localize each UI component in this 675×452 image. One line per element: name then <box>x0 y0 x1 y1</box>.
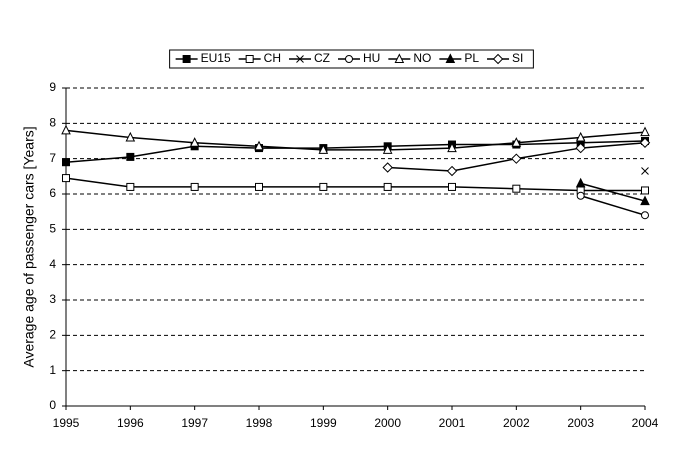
marker <box>394 53 405 63</box>
legend-item: CZ <box>289 51 330 65</box>
y-axis-label: Average age of passenger cars [Years] <box>21 126 37 367</box>
legend-label: PL <box>464 51 479 65</box>
x-tick-label: 1999 <box>310 416 337 430</box>
y-tick-label: 5 <box>49 222 56 236</box>
x-tick-label: 1997 <box>181 416 208 430</box>
y-tick-label: 6 <box>49 186 56 200</box>
legend-item: HU <box>338 51 380 65</box>
x-tick-label: 2002 <box>503 416 530 430</box>
point <box>318 144 329 154</box>
point <box>319 182 328 191</box>
point <box>639 137 651 148</box>
point <box>576 191 585 200</box>
point <box>575 131 586 142</box>
legend-label: HU <box>363 51 380 65</box>
marker <box>345 55 353 63</box>
series-line <box>65 129 646 151</box>
point <box>125 131 136 142</box>
y-tick-label: 8 <box>49 116 56 130</box>
point <box>190 182 199 191</box>
series-line <box>580 195 646 216</box>
point <box>512 184 521 193</box>
y-tick-label: 0 <box>49 398 56 412</box>
x-tick-label: 1998 <box>246 416 273 430</box>
marker <box>492 53 504 65</box>
point <box>62 158 70 167</box>
marker <box>296 55 304 63</box>
x-tick-label: 2000 <box>374 416 401 430</box>
legend: EU15 CH CZ HU NO PL SI <box>169 49 534 69</box>
point <box>641 211 649 220</box>
legend-label: CZ <box>314 51 330 65</box>
point <box>511 137 522 147</box>
point <box>189 137 200 147</box>
point <box>126 182 135 191</box>
x-tick-label: 2003 <box>567 416 594 430</box>
x-tick-label: 2004 <box>632 416 659 430</box>
y-tick-label: 7 <box>49 151 56 165</box>
point <box>447 142 457 153</box>
legend-item: SI <box>487 51 523 65</box>
point <box>61 124 71 135</box>
series-line <box>65 140 646 163</box>
x-tick-label: 1995 <box>53 416 80 430</box>
legend-item: CH <box>238 51 281 65</box>
point <box>640 126 650 137</box>
point <box>62 174 70 183</box>
point <box>641 167 649 175</box>
point <box>575 177 586 188</box>
y-tick-label: 4 <box>49 257 56 271</box>
point <box>446 165 458 177</box>
series-line <box>65 177 645 192</box>
point <box>126 152 135 161</box>
point <box>383 182 392 191</box>
point <box>255 182 263 191</box>
marker <box>182 55 191 63</box>
y-tick-label: 2 <box>49 328 56 342</box>
legend-label: SI <box>512 51 523 65</box>
point <box>382 144 393 154</box>
y-tick-label: 9 <box>49 80 56 94</box>
marker <box>245 55 254 63</box>
legend-item: NO <box>388 51 431 65</box>
legend-label: CH <box>264 51 281 65</box>
legend-label: EU15 <box>201 51 231 65</box>
y-tick-label: 3 <box>49 292 56 306</box>
marker <box>445 53 456 63</box>
legend-label: NO <box>413 51 431 65</box>
point <box>382 162 393 173</box>
x-tick-label: 2001 <box>439 416 466 430</box>
y-tick-label: 1 <box>49 363 56 377</box>
series-line <box>580 182 646 202</box>
point <box>575 142 586 154</box>
x-tick-label: 1996 <box>117 416 144 430</box>
point <box>641 186 649 195</box>
point <box>254 140 264 151</box>
point <box>448 182 456 191</box>
legend-item: EU15 <box>175 51 231 65</box>
point <box>511 153 522 164</box>
point <box>640 195 650 206</box>
legend-item: PL <box>439 51 479 65</box>
